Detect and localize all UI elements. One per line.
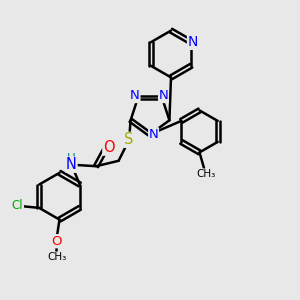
Text: N: N bbox=[149, 128, 158, 141]
Text: CH₃: CH₃ bbox=[196, 169, 215, 179]
Text: Cl: Cl bbox=[12, 199, 23, 212]
Text: CH₃: CH₃ bbox=[47, 252, 67, 262]
Text: N: N bbox=[66, 157, 77, 172]
Text: H: H bbox=[67, 152, 76, 165]
Text: N: N bbox=[188, 35, 198, 49]
Text: N: N bbox=[159, 89, 168, 103]
Text: N: N bbox=[130, 89, 140, 103]
Text: O: O bbox=[103, 140, 115, 155]
Text: O: O bbox=[51, 235, 62, 248]
Text: S: S bbox=[124, 132, 134, 147]
